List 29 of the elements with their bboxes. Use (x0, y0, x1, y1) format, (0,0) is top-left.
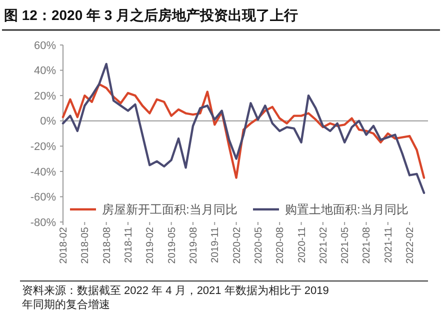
y-tick-label: -60% (30, 192, 56, 204)
x-tick-label: 2021-05 (340, 226, 352, 264)
x-tick-label: 2018-05 (80, 226, 92, 264)
x-tick-label: 2019-05 (166, 226, 178, 264)
y-tick-label: -20% (30, 140, 56, 153)
y-tick-label: -80% (30, 216, 56, 229)
x-tick-label: 2019-08 (188, 226, 200, 264)
x-tick-label: 2019-11 (210, 226, 222, 263)
y-tick-label: 40% (34, 65, 56, 78)
text: 资料来源：数据截至 2022 年 4 月，2021 年数据为相比于 2019 年同期的复合增速 (22, 284, 332, 311)
x-tick-label: 2019-02 (145, 226, 156, 264)
legend-label: 房屋新开工面积:当月同比 (102, 202, 238, 217)
y-tick-label: 20% (34, 90, 56, 102)
x-tick-label: 2021-08 (362, 226, 373, 264)
x-tick-label: 2018-08 (102, 226, 113, 264)
x-tick-label: 2020-05 (253, 226, 264, 264)
x-tick-label: 2020-02 (232, 226, 243, 264)
y-tick-label: -40% (30, 166, 56, 178)
x-tick-label: 2020-08 (275, 226, 286, 264)
x-tick-label: 2021-02 (318, 226, 330, 264)
y-tick-label: 0% (40, 116, 56, 128)
x-tick-label: 2018-02 (58, 226, 70, 264)
x-tick-label: 2022-02 (405, 226, 416, 264)
x-tick-label: 2020-11 (296, 226, 308, 263)
chart-title: 图 12：2020 年 3 月之后房地产投资出现了上行 (4, 7, 298, 23)
x-tick-label: 2021-11 (383, 226, 394, 263)
y-tick-label: 60% (34, 40, 56, 52)
legend-label: 购置土地面积:当月同比 (285, 202, 408, 217)
x-tick-label: 2018-11 (123, 226, 134, 263)
